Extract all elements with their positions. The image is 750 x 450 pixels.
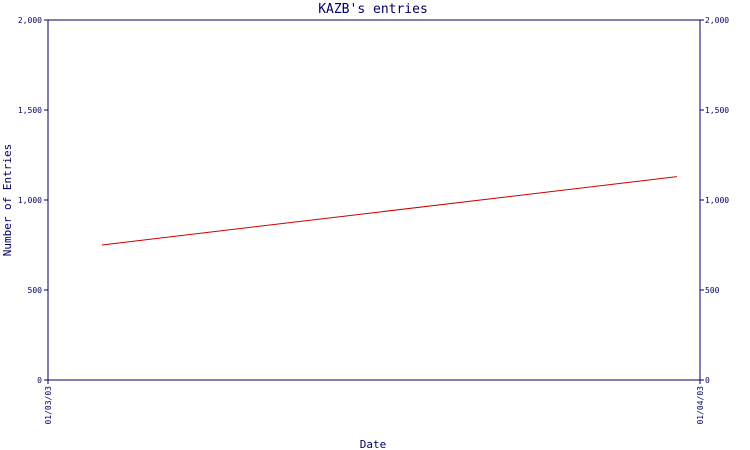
- x-axis: 01/03/03 01/04/03: [44, 380, 705, 425]
- y-tick-label-right: 2,000: [705, 16, 729, 25]
- x-tick-label: 01/04/03: [696, 386, 705, 425]
- y-axis-label: Number of Entries: [1, 144, 14, 257]
- y-axis-left: 0 500 1,000 1,500 2,000: [18, 16, 48, 385]
- x-tick-label: 01/03/03: [44, 386, 53, 425]
- y-tick-label-right: 500: [705, 286, 720, 295]
- y-tick-label-right: 1,000: [705, 196, 729, 205]
- series-line: [101, 176, 678, 246]
- y-tick-label-left: 1,000: [18, 196, 42, 205]
- y-tick-label-left: 0: [37, 376, 42, 385]
- x-axis-label: Date: [360, 438, 387, 450]
- y-tick-label-left: 2,000: [18, 16, 42, 25]
- y-tick-label-left: 1,500: [18, 106, 42, 115]
- y-tick-label-left: 500: [28, 286, 43, 295]
- y-tick-label-right: 0: [705, 376, 710, 385]
- y-axis-right: 0 500 1,000 1,500 2,000: [700, 16, 729, 385]
- chart-title: KAZB's entries: [318, 2, 428, 17]
- plot-area: [47, 19, 701, 381]
- series-group: [101, 176, 678, 246]
- y-tick-label-right: 1,500: [705, 106, 729, 115]
